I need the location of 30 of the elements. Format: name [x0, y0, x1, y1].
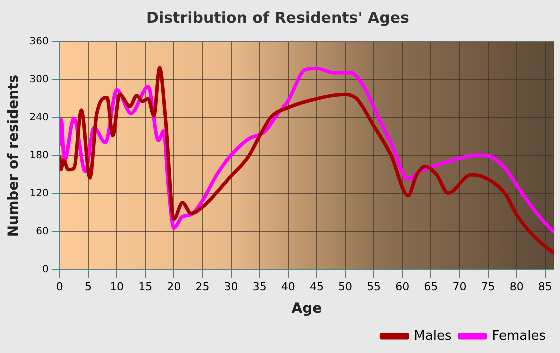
x-tick-label: 30	[224, 280, 238, 294]
x-tick-label: 20	[167, 280, 182, 294]
x-tick-label: 10	[110, 280, 124, 294]
y-axis-title: Number of residents	[6, 74, 22, 238]
x-tick-label: 35	[252, 280, 267, 294]
y-tick-label: 180	[30, 150, 49, 162]
y-tick-label: 360	[30, 36, 49, 48]
x-tick-label: 70	[452, 280, 467, 294]
x-tick-label: 5	[84, 280, 92, 294]
x-tick-label: 65	[424, 280, 438, 294]
y-tick-label: 60	[36, 226, 49, 238]
x-tick-label: 45	[310, 280, 324, 294]
x-tick-label: 0	[56, 280, 64, 294]
legend-label: Males	[414, 328, 452, 344]
y-tick-label: 0	[42, 264, 49, 276]
x-tick-label: 25	[196, 280, 210, 294]
x-tick-label: 40	[281, 280, 296, 294]
x-tick-label: 50	[338, 280, 352, 294]
x-tick-label: 85	[538, 280, 552, 294]
x-tick-label: 75	[481, 280, 496, 294]
x-tick-label: 15	[138, 280, 153, 294]
chart-title: Distribution of Residents' Ages	[146, 8, 410, 27]
y-tick-label: 120	[30, 188, 49, 200]
legend-label: Females	[492, 328, 546, 344]
y-tick-label: 240	[30, 112, 49, 124]
y-tick-label: 300	[30, 74, 49, 86]
x-axis-title: Age	[292, 301, 322, 318]
x-tick-label: 55	[367, 280, 382, 294]
x-tick-label: 60	[396, 280, 410, 294]
x-tick-label: 80	[510, 280, 524, 294]
